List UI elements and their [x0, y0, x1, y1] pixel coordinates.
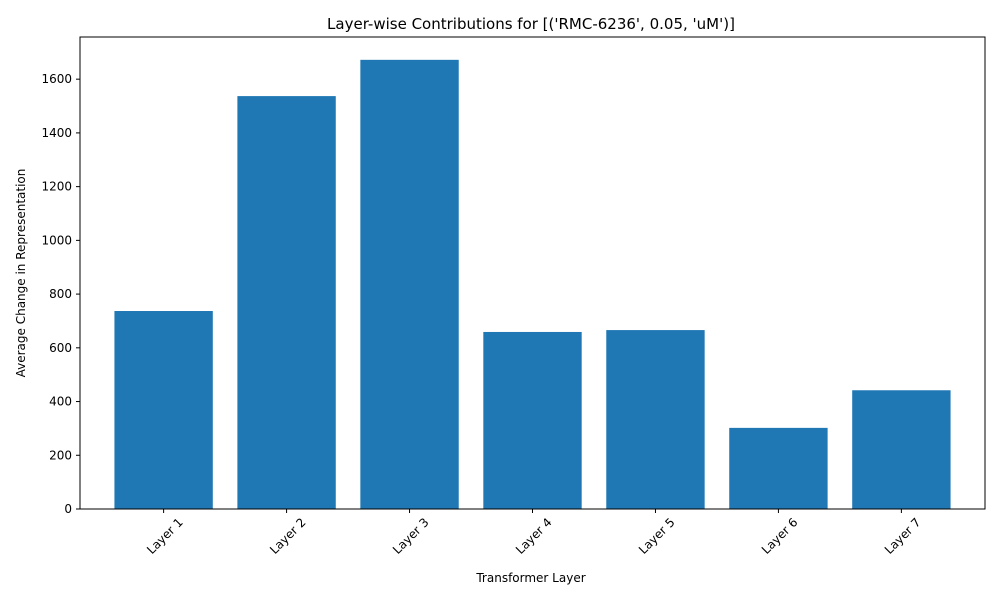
x-tick-label: Layer 6: [759, 515, 801, 557]
x-tick-label: Layer 5: [636, 515, 678, 557]
x-tick-label: Layer 2: [267, 515, 309, 557]
plot-area: [114, 59, 951, 509]
y-tick-label: 400: [49, 395, 72, 409]
y-tick-label: 200: [49, 448, 72, 462]
x-tick-label: Layer 1: [144, 515, 186, 557]
bar-7: [852, 390, 951, 509]
bar-1: [114, 311, 213, 509]
chart-title: Layer-wise Contributions for [('RMC-6236…: [327, 15, 735, 33]
bar-6: [729, 427, 828, 509]
bar-5: [606, 330, 705, 509]
y-tick-label: 1600: [41, 72, 72, 86]
y-axis-label: Average Change in Representation: [14, 169, 28, 378]
x-axis: Layer 1 Layer 2 Layer 3 Layer 4 Layer 5 Layer…: [144, 509, 924, 557]
y-tick-label: 600: [49, 341, 72, 355]
y-tick-label: 1400: [41, 126, 72, 140]
x-axis-label: Transformer Layer: [475, 571, 585, 585]
x-tick-label: Layer 4: [513, 515, 555, 557]
x-tick-label: Layer 7: [882, 515, 924, 557]
bar-4: [483, 331, 582, 509]
x-tick-label: Layer 3: [390, 515, 432, 557]
bar-2: [237, 96, 336, 509]
plot-frame: [79, 36, 986, 510]
y-tick-label: 800: [49, 287, 72, 301]
bar-3: [360, 59, 459, 509]
y-tick-label: 1200: [41, 180, 72, 194]
y-tick-label: 0: [64, 502, 72, 516]
y-tick-label: 1000: [41, 233, 72, 247]
y-axis: 0 200 400 600 800 1000 1200 1400 1600: [41, 72, 80, 516]
